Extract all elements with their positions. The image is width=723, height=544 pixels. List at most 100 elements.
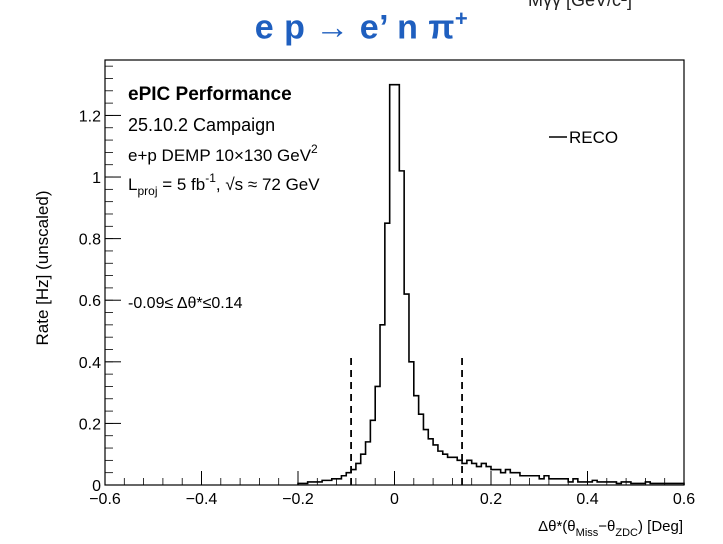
histogram-bin: [674, 483, 679, 485]
clipped-label-text: Mγγ [GeV/c²]: [528, 0, 633, 10]
title-superscript: +: [454, 6, 469, 31]
histogram-bin: [414, 396, 419, 485]
histogram-bin: [395, 85, 400, 485]
histogram-bin: [597, 482, 602, 485]
campaign-label: 25.10.2 Campaign: [128, 115, 275, 135]
histogram-bin: [530, 476, 535, 485]
histogram-bin: [626, 482, 631, 485]
histogram-bin: [438, 451, 443, 485]
histogram-bin: [563, 479, 568, 485]
histogram-bin: [448, 457, 453, 485]
histogram-bin: [443, 454, 448, 485]
y-tick-label: 0.8: [79, 232, 101, 249]
histogram-bin: [607, 482, 612, 485]
histogram-bin: [317, 482, 322, 485]
lumi-rest: , √s ≈ 72 GeV: [216, 175, 320, 194]
histogram-bin: [588, 482, 593, 485]
histogram-bin: [592, 480, 597, 485]
histogram-bin: [327, 480, 332, 485]
legend-label-reco: RECO: [569, 128, 618, 147]
histogram-bin: [525, 476, 530, 485]
histogram-bin: [399, 171, 404, 485]
y-axis-label: Rate [Hz] (unscaled): [33, 191, 52, 346]
histogram-bin: [612, 482, 617, 485]
histogram-bin: [370, 420, 375, 485]
histogram-bin: [515, 473, 520, 485]
histogram-bin: [510, 473, 515, 485]
x-tick-label: 0.6: [673, 491, 695, 508]
beam-label: e+p DEMP 10×130 GeV2: [128, 142, 318, 165]
histogram-line-reco: [297, 83, 685, 485]
histogram-bin: [419, 414, 424, 485]
histogram-bin: [641, 483, 646, 485]
histogram-bin: [583, 482, 588, 485]
histogram-bin: [554, 479, 559, 485]
histogram-bin: [356, 463, 361, 485]
histogram-bin: [303, 483, 308, 485]
title-main: e p → e’ n π: [254, 8, 455, 47]
histogram-bin: [472, 463, 477, 485]
histogram-bin: [467, 460, 472, 485]
histogram-bin: [481, 463, 486, 485]
legend: RECO: [549, 128, 618, 147]
histogram-bin: [559, 479, 564, 485]
histogram-bin: [665, 483, 670, 485]
y-tick-label: 0.6: [79, 293, 101, 310]
histogram-bin: [332, 479, 337, 485]
cut-range-label: -0.09≤ Δθ*≤0.14: [128, 295, 243, 312]
histogram-bin: [322, 480, 327, 485]
histogram-bin: [337, 479, 342, 485]
histogram-bin: [616, 483, 621, 485]
histogram-bin: [385, 223, 390, 485]
histogram-bin: [298, 483, 303, 485]
histogram-bin: [486, 467, 491, 485]
histogram-bin: [549, 479, 554, 485]
histogram-bin: [404, 294, 409, 485]
y-tick-label: 1.2: [79, 108, 101, 125]
cut-lines-layer: [350, 355, 463, 485]
x-label-base: Δθ*(θ: [538, 518, 576, 535]
histogram-bin: [621, 482, 626, 485]
clipped-axis-label: Mγγ [GeV/c²]: [528, 0, 632, 11]
histogram-bin: [496, 470, 501, 485]
x-axis-label: Δθ*(θMiss−θZDC) [Deg]: [538, 518, 683, 539]
histogram-bin: [491, 470, 496, 485]
histogram-bin: [308, 482, 313, 485]
histogram-bin: [380, 325, 385, 485]
lumi-subscript: proj: [137, 184, 157, 198]
lumi-equals: = 5 fb: [157, 175, 205, 194]
page-title: e p → e’ n π+: [0, 6, 723, 47]
x-label-tail: ) [Deg]: [638, 518, 683, 535]
histogram-bin: [361, 454, 366, 485]
histogram-bin: [423, 430, 428, 485]
y-tick-label: 1: [92, 170, 101, 187]
x-tick-label: −0.4: [186, 491, 218, 508]
histogram-bin: [501, 473, 506, 485]
histogram-bin: [428, 439, 433, 485]
histogram-bin: [366, 442, 371, 485]
histogram-bin: [578, 482, 583, 485]
histogram-layer: [297, 83, 685, 485]
ticks-layer: −0.6 −0.4 −0.2 0 0.2 0.4 0.6 0 0.2 0.4 0.6 0.8 1 1.2: [79, 65, 695, 508]
histogram-bin: [650, 483, 655, 485]
histogram-bin: [433, 445, 438, 485]
lumi-L: L: [128, 175, 137, 194]
x-tick-label: 0.2: [480, 491, 502, 508]
x-tick-label: −0.6: [89, 491, 121, 508]
histogram-bin: [375, 386, 380, 485]
histogram-bin: [679, 483, 684, 485]
y-tick-label: 0.2: [79, 416, 101, 433]
histogram-bin: [568, 482, 573, 485]
beam-text: e+p DEMP 10×130 GeV: [128, 146, 312, 165]
x-label-mid: −θ: [598, 518, 615, 535]
histogram-bin: [409, 362, 414, 485]
histogram-bin: [477, 467, 482, 485]
luminosity-label: Lproj = 5 fb-1, √s ≈ 72 GeV: [128, 171, 320, 198]
histogram-bin: [631, 483, 636, 485]
x-tick-label: 0.4: [576, 491, 598, 508]
histogram-bin: [312, 482, 317, 485]
y-tick-label: 0.4: [79, 355, 101, 372]
histogram-bin: [636, 483, 641, 485]
x-tick-label: −0.2: [282, 491, 314, 508]
